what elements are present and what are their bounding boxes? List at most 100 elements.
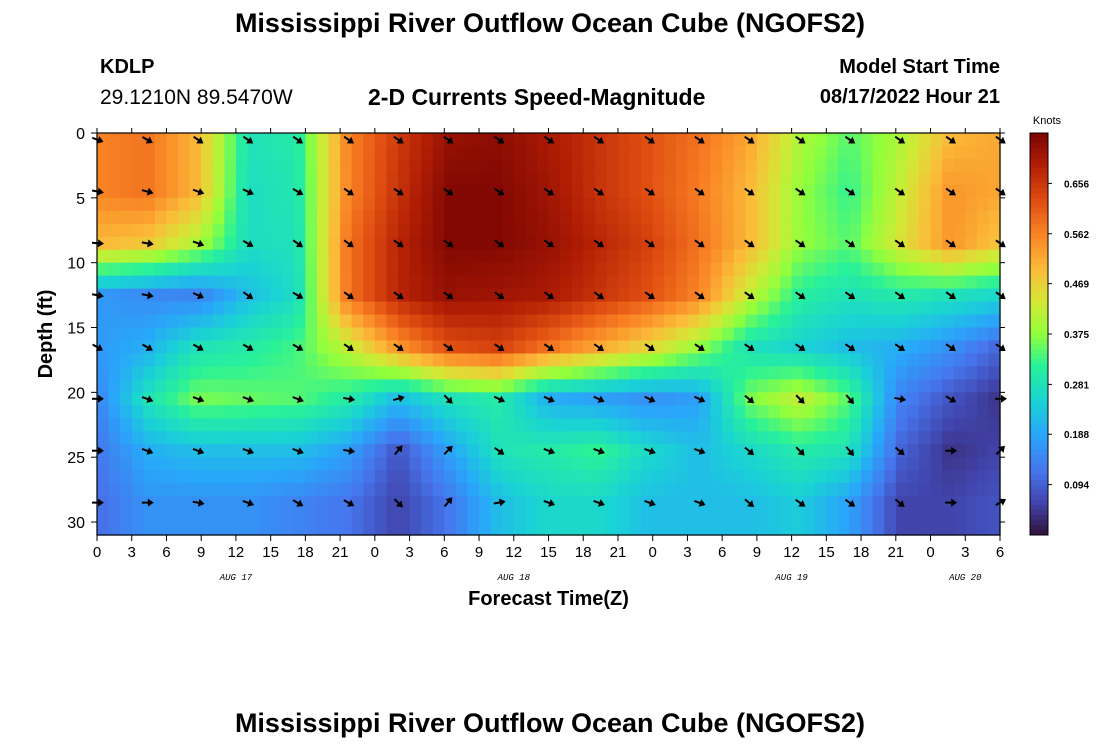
heatmap-cell — [467, 133, 480, 147]
heatmap-cell — [837, 236, 851, 251]
heatmap-cell — [664, 210, 677, 225]
heatmap-cell — [398, 301, 411, 316]
heatmap-cell — [560, 353, 573, 368]
heatmap-cell — [120, 444, 133, 458]
heatmap-cell — [97, 431, 110, 445]
heatmap-cell — [664, 418, 677, 432]
current-arrow — [292, 291, 304, 300]
heatmap-cell — [768, 431, 781, 445]
heatmap-cell — [282, 197, 295, 212]
heatmap-cell — [479, 275, 492, 290]
heatmap-cell — [988, 457, 1001, 471]
heatmap-cell — [363, 431, 376, 445]
heatmap-cell — [120, 418, 133, 432]
heatmap-cell — [293, 483, 306, 497]
heatmap-cell — [745, 171, 758, 186]
heatmap-cell — [699, 275, 712, 290]
heatmap-cell — [201, 314, 214, 329]
heatmap-cell — [571, 249, 584, 264]
heatmap-cell — [988, 327, 1001, 342]
heatmap-cell — [490, 457, 503, 471]
heatmap-cell — [988, 249, 1001, 264]
current-arrow — [694, 135, 705, 144]
heatmap-cell — [282, 353, 295, 368]
heatmap-cell — [837, 470, 851, 484]
heatmap-cell — [455, 210, 469, 225]
heatmap-cell — [641, 223, 654, 238]
station-id: KDLP — [100, 56, 155, 78]
heatmap-cell — [733, 366, 746, 380]
heatmap-cell — [97, 405, 110, 419]
x-tick-label: 15 — [540, 544, 557, 561]
heatmap-cell — [675, 262, 689, 277]
heatmap-cell — [907, 249, 920, 264]
heatmap-cell — [513, 184, 526, 199]
heatmap-cell — [247, 392, 260, 406]
heatmap-cell — [479, 483, 492, 497]
current-arrow — [844, 239, 856, 248]
heatmap-cell — [525, 262, 538, 277]
heatmap-cell — [305, 470, 318, 484]
heatmap-cell — [791, 379, 804, 393]
heatmap-cell — [340, 223, 353, 238]
current-arrow-head — [897, 136, 906, 144]
heatmap-cell — [189, 327, 202, 342]
heatmap-cell — [479, 431, 492, 445]
heatmap-cell — [837, 197, 851, 212]
heatmap-cell — [837, 405, 851, 419]
heatmap-cell — [884, 431, 897, 445]
heatmap-cell — [525, 431, 538, 445]
colorbar-segment — [1030, 404, 1048, 410]
heatmap-cell — [536, 496, 550, 510]
heatmap-cell — [872, 288, 885, 303]
heatmap-cell — [374, 418, 388, 432]
current-arrow — [744, 343, 755, 352]
heatmap-cell — [328, 288, 341, 303]
heatmap-cell — [953, 366, 966, 380]
heatmap-cell — [942, 483, 955, 497]
heatmap-cell — [316, 418, 330, 432]
heatmap-cell — [131, 444, 144, 458]
heatmap-cell — [664, 392, 677, 406]
current-arrow — [694, 291, 705, 300]
heatmap-cell — [108, 405, 121, 419]
heatmap-cell — [259, 522, 272, 536]
heatmap-cell — [247, 444, 260, 458]
heatmap-cell — [143, 405, 156, 419]
heatmap-cell — [675, 353, 689, 368]
heatmap-cell — [861, 392, 874, 406]
heatmap-cell — [421, 353, 434, 368]
x-tick-label: 15 — [818, 544, 835, 561]
current-arrow — [644, 135, 655, 144]
current-arrow-head — [96, 136, 104, 144]
heatmap-cell — [409, 444, 422, 458]
heatmap-cell — [386, 418, 399, 432]
heatmap-cell — [594, 353, 607, 368]
heatmap-cell — [756, 509, 770, 523]
heatmap-cell — [525, 483, 538, 497]
heatmap-cell — [467, 470, 480, 484]
heatmap-cell — [455, 314, 469, 329]
heatmap-cell — [455, 457, 469, 471]
heatmap-cell — [687, 210, 700, 225]
heatmap-cell — [432, 509, 445, 523]
heatmap-cell — [432, 314, 445, 329]
heatmap-cell — [699, 353, 712, 368]
heatmap-cell — [212, 133, 225, 147]
heatmap-cell — [316, 288, 330, 303]
heatmap-cell — [247, 262, 260, 277]
heatmap-cell — [178, 223, 191, 238]
heatmap-cell — [351, 197, 364, 212]
heatmap-cell — [409, 275, 422, 290]
heatmap-cell — [849, 223, 862, 238]
heatmap-cell — [282, 275, 295, 290]
current-arrow — [141, 447, 154, 455]
heatmap-cell — [455, 158, 469, 173]
heatmap-cell — [282, 418, 295, 432]
heatmap-cell — [687, 483, 700, 497]
heatmap-cell — [965, 236, 978, 251]
heatmap-cell — [386, 184, 399, 199]
heatmap-cell — [386, 262, 399, 277]
heatmap-cell — [976, 379, 990, 393]
heatmap-cell — [374, 496, 388, 510]
